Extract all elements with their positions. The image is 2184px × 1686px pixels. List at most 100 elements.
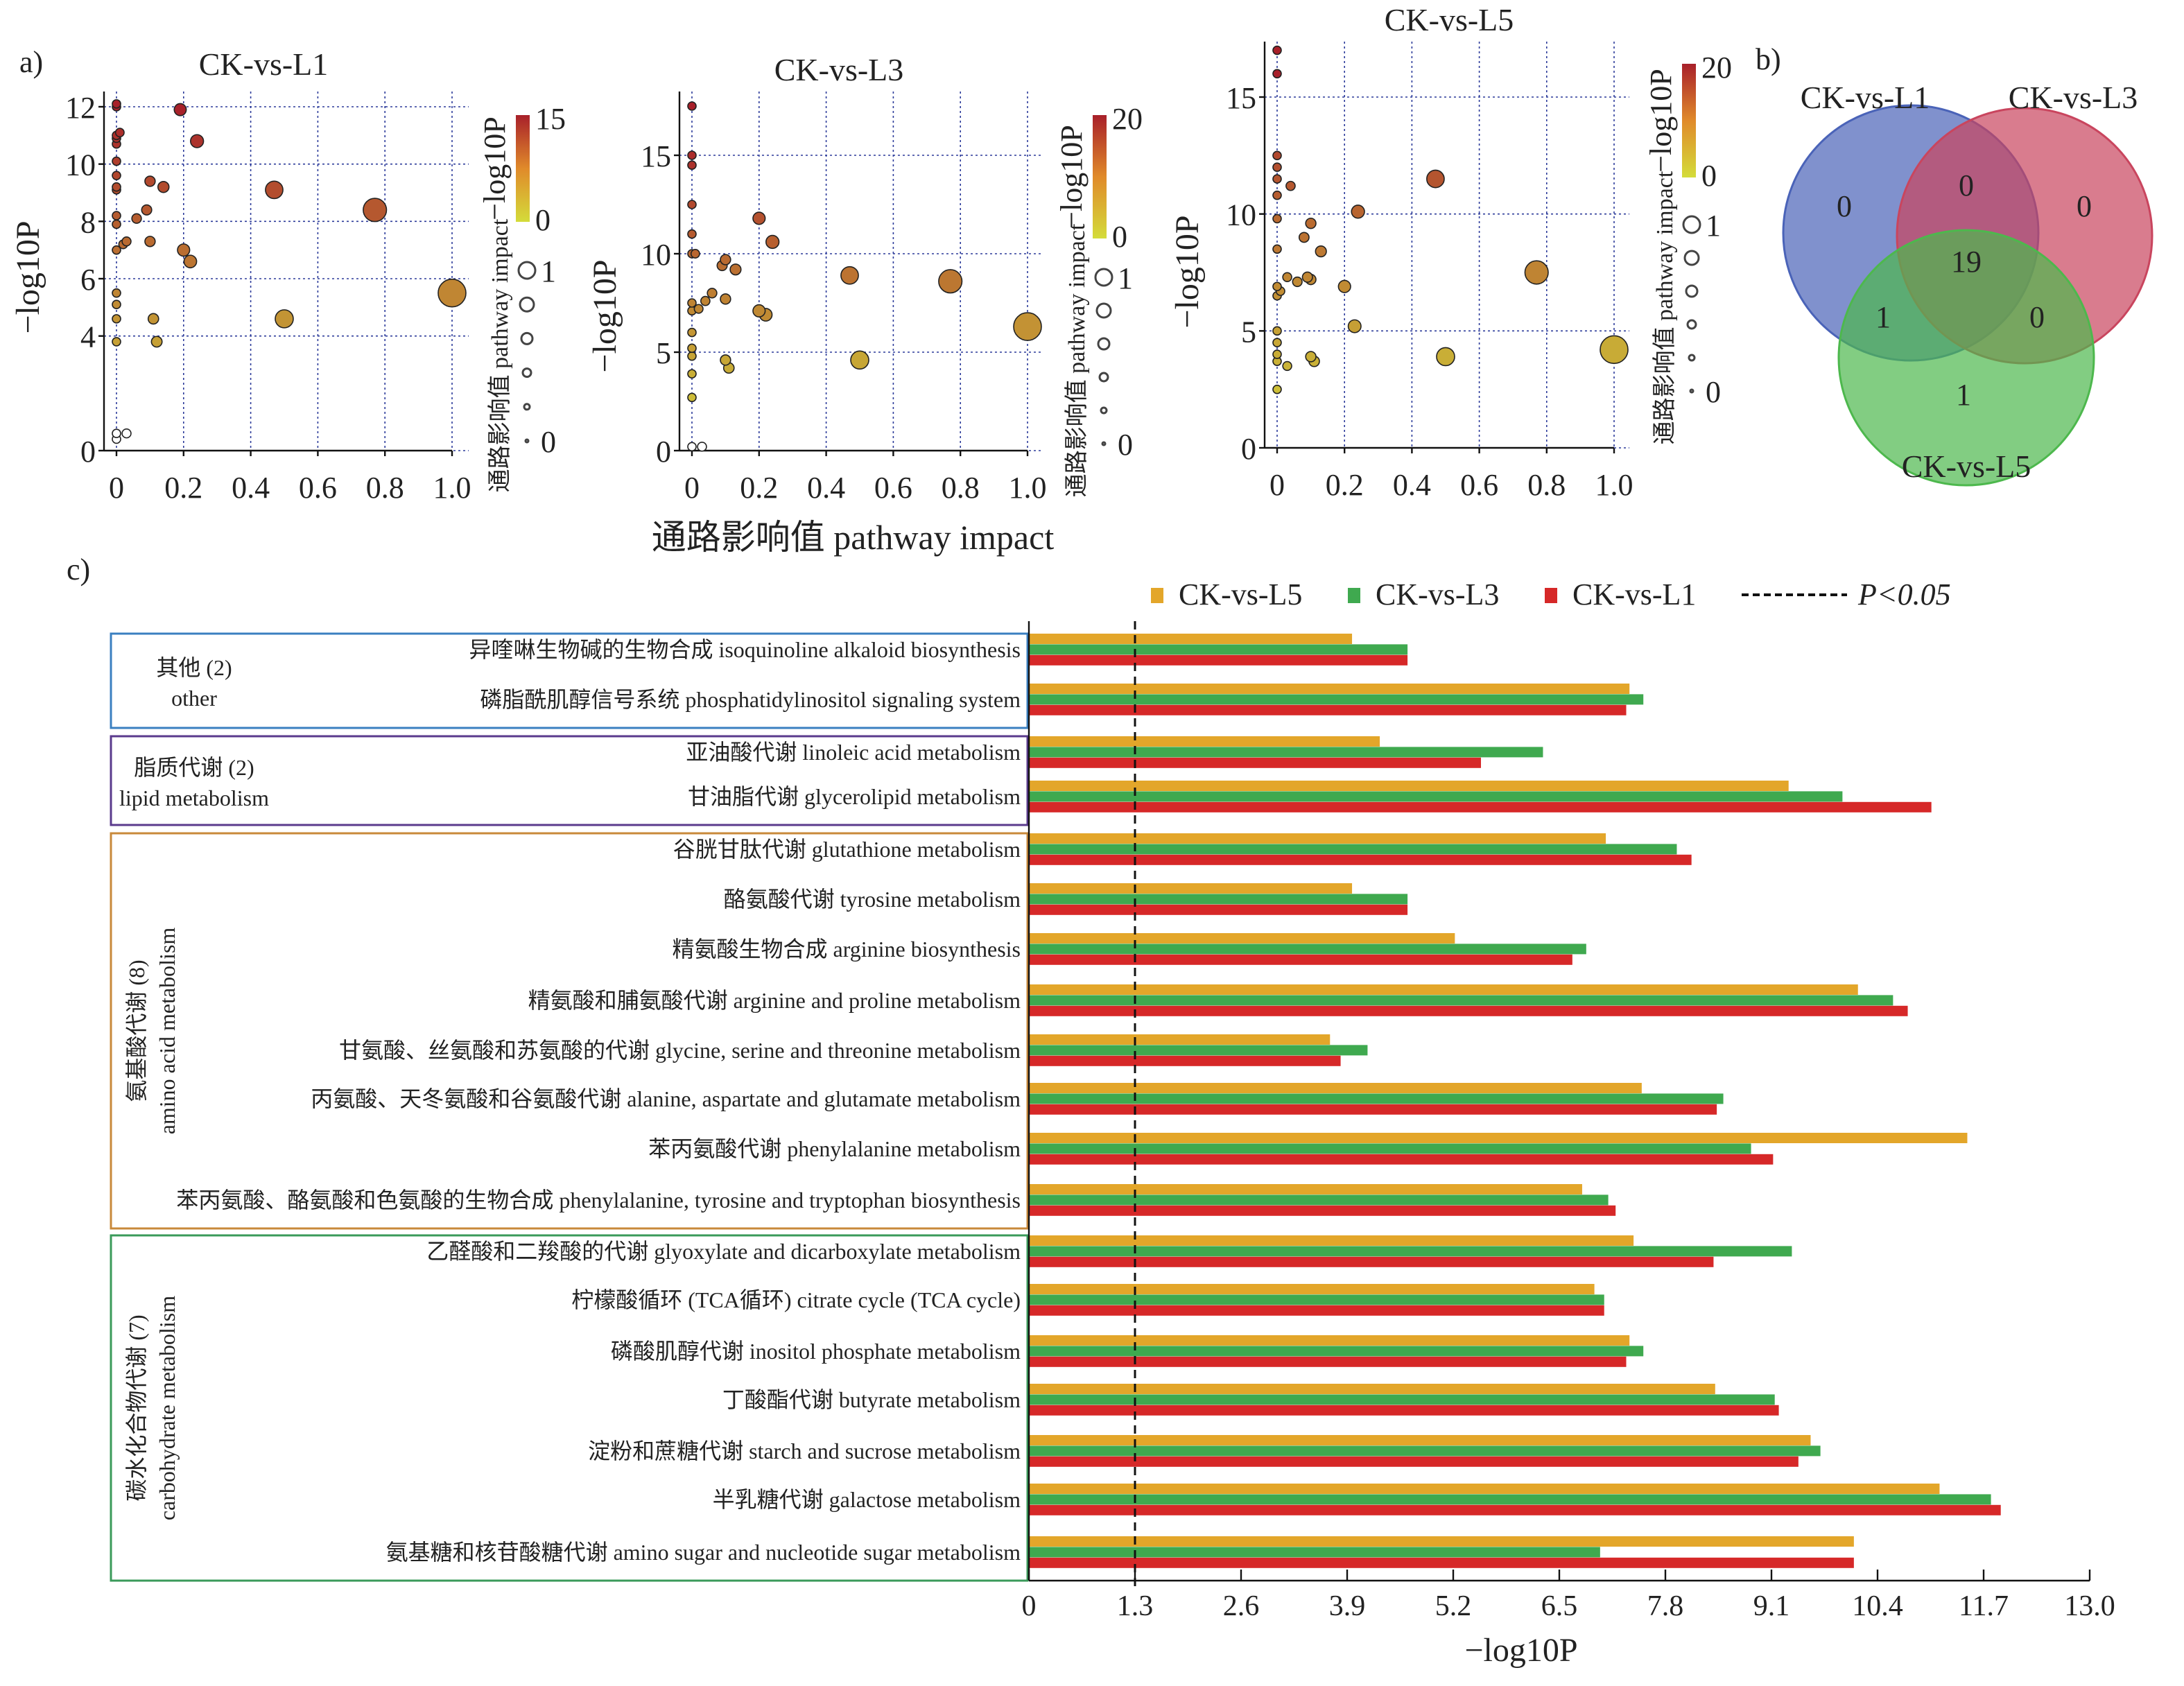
category-label: 丁酸酯代谢 butyrate metabolism bbox=[722, 1387, 1021, 1412]
y-axis-label: −log10P bbox=[587, 259, 623, 372]
data-point bbox=[112, 99, 121, 109]
data-point bbox=[687, 101, 697, 111]
bar-ck-vs-l1 bbox=[1029, 704, 1627, 715]
bar-ck-vs-l1 bbox=[1029, 1504, 2001, 1515]
scatter-panel-ck-vs-l5: CK-vs-L50 0.2 0.4 0.6 0.8 1.0051015−log10P200… bbox=[1169, 2, 1732, 502]
data-point bbox=[693, 304, 704, 314]
size-legend-circle bbox=[1682, 215, 1701, 234]
category-label: 苯丙氨酸、酪氨酸和色氨酸的生物合成 phenylalanine, tyrosin… bbox=[176, 1188, 1021, 1213]
category-label: 精氨酸和脯氨酸代谢 arginine and proline metabolis… bbox=[528, 988, 1021, 1013]
bar-ck-vs-l5 bbox=[1029, 1083, 1642, 1093]
bar-ck-vs-l5 bbox=[1029, 1484, 1940, 1494]
scatter-shared-xlabel: 通路影响值 pathway impact bbox=[652, 518, 1055, 557]
bar-ck-vs-l5 bbox=[1029, 736, 1380, 747]
data-point bbox=[840, 266, 859, 285]
size-legend-max: 1 bbox=[541, 254, 556, 288]
y-tick-label: 15 bbox=[1226, 81, 1256, 115]
data-point bbox=[850, 350, 869, 370]
legend-swatch bbox=[1348, 588, 1360, 603]
bar-x-tick-label: 1.3 bbox=[1117, 1590, 1154, 1622]
data-point bbox=[700, 295, 711, 306]
bar-ck-vs-l5 bbox=[1029, 984, 1858, 995]
data-point bbox=[1298, 232, 1310, 243]
data-point bbox=[190, 134, 205, 148]
data-point bbox=[265, 180, 284, 200]
data-point bbox=[687, 442, 697, 452]
data-point bbox=[1347, 319, 1362, 333]
data-point bbox=[112, 211, 121, 220]
bar-ck-vs-l1 bbox=[1029, 1356, 1627, 1367]
y-tick-label: 15 bbox=[641, 139, 671, 173]
group-label-en: lipid metabolism bbox=[119, 785, 269, 810]
category-label: 丙氨酸、天冬氨酸和谷氨酸代谢 alanine, aspartate and gl… bbox=[311, 1086, 1021, 1111]
group-label-en: amino acid metabolism bbox=[155, 928, 180, 1135]
bar-ck-vs-l3 bbox=[1029, 747, 1543, 758]
group-box bbox=[110, 832, 1029, 1230]
x-tick-label: 0 bbox=[1269, 468, 1285, 502]
size-legend-title: 通路影响值 pathway impact bbox=[1652, 171, 1678, 444]
size-legend-max: 1 bbox=[1118, 261, 1133, 295]
bar-ck-vs-l1 bbox=[1029, 1305, 1604, 1316]
size-legend-circle bbox=[1095, 302, 1112, 319]
y-tick-label: 0 bbox=[1241, 432, 1256, 466]
y-axis-label: −log10P bbox=[1169, 215, 1206, 328]
data-point bbox=[687, 369, 697, 379]
bar-ck-vs-l5 bbox=[1029, 1284, 1595, 1294]
data-point bbox=[687, 327, 697, 338]
bar-ck-vs-l5 bbox=[1029, 1536, 1854, 1547]
data-point bbox=[707, 288, 718, 299]
group-label-zh: 其他 (2) bbox=[156, 655, 232, 680]
venn-count-l3-only: 0 bbox=[2077, 189, 2092, 223]
bar-ck-vs-l1 bbox=[1029, 954, 1572, 965]
bar-ck-vs-l3 bbox=[1029, 894, 1408, 905]
legend-label: CK-vs-L3 bbox=[1376, 577, 1499, 611]
data-point bbox=[1272, 45, 1282, 55]
bar-ck-vs-l1 bbox=[1029, 1557, 1854, 1568]
size-legend-min: 0 bbox=[1706, 375, 1721, 409]
data-point bbox=[687, 298, 697, 308]
category-label: 磷酸肌醇代谢 inositol phosphate metabolism bbox=[611, 1339, 1021, 1364]
bar-ck-vs-l1 bbox=[1029, 1154, 1774, 1165]
bar-ck-vs-l3 bbox=[1029, 694, 1644, 705]
category-group-amino-acid-metabolism: 氨基酸代谢 (8) amino acid metabolism bbox=[110, 832, 1029, 1230]
size-legend-circle bbox=[1094, 268, 1113, 287]
group-box bbox=[110, 632, 1029, 729]
data-point bbox=[1272, 244, 1282, 254]
category-group-carbohydrate-metabolism: 碳水化合物代谢 (7) carbohydrate metabolism bbox=[110, 1234, 1029, 1582]
size-legend-circle bbox=[519, 296, 535, 313]
data-point bbox=[112, 156, 121, 166]
data-point bbox=[147, 313, 159, 325]
data-point bbox=[157, 180, 170, 193]
data-point bbox=[1272, 150, 1282, 161]
data-point bbox=[112, 182, 121, 192]
legend-swatch bbox=[1545, 588, 1557, 603]
venn-set-label: CK-vs-L3 bbox=[2009, 80, 2138, 115]
x-tick-label: 0.8 bbox=[366, 471, 404, 505]
bar-ck-vs-l1 bbox=[1029, 1456, 1799, 1467]
size-legend-circle bbox=[1098, 372, 1109, 383]
data-point bbox=[131, 213, 142, 224]
bar-ck-vs-l1 bbox=[1029, 801, 1932, 812]
bar-ck-vs-l3 bbox=[1029, 1294, 1604, 1305]
x-tick-label: 0.8 bbox=[942, 471, 980, 505]
size-legend-title: 通路影响值 pathway impact bbox=[487, 218, 513, 492]
data-point bbox=[752, 304, 766, 318]
data-point bbox=[1272, 214, 1282, 224]
colorbar bbox=[1682, 64, 1696, 177]
size-legend-circle bbox=[1688, 354, 1696, 362]
data-point bbox=[173, 103, 187, 116]
x-tick-label: 0.2 bbox=[740, 471, 778, 505]
bar-ck-vs-l5 bbox=[1029, 1384, 1715, 1394]
data-point bbox=[183, 254, 198, 269]
category-label: 半乳糖代谢 galactose metabolism bbox=[713, 1487, 1021, 1512]
data-point bbox=[112, 219, 121, 229]
x-tick-label: 0.2 bbox=[1326, 468, 1364, 502]
x-tick-label: 1.0 bbox=[1595, 468, 1633, 502]
bar-x-tick-label: 13.0 bbox=[2064, 1590, 2115, 1622]
size-legend-circle bbox=[523, 403, 531, 411]
venn-count-l1-l3: 0 bbox=[1959, 168, 1974, 202]
data-point bbox=[697, 442, 707, 452]
data-point bbox=[1305, 217, 1317, 229]
bar-ck-vs-l5 bbox=[1029, 833, 1606, 844]
data-point bbox=[1013, 312, 1042, 341]
